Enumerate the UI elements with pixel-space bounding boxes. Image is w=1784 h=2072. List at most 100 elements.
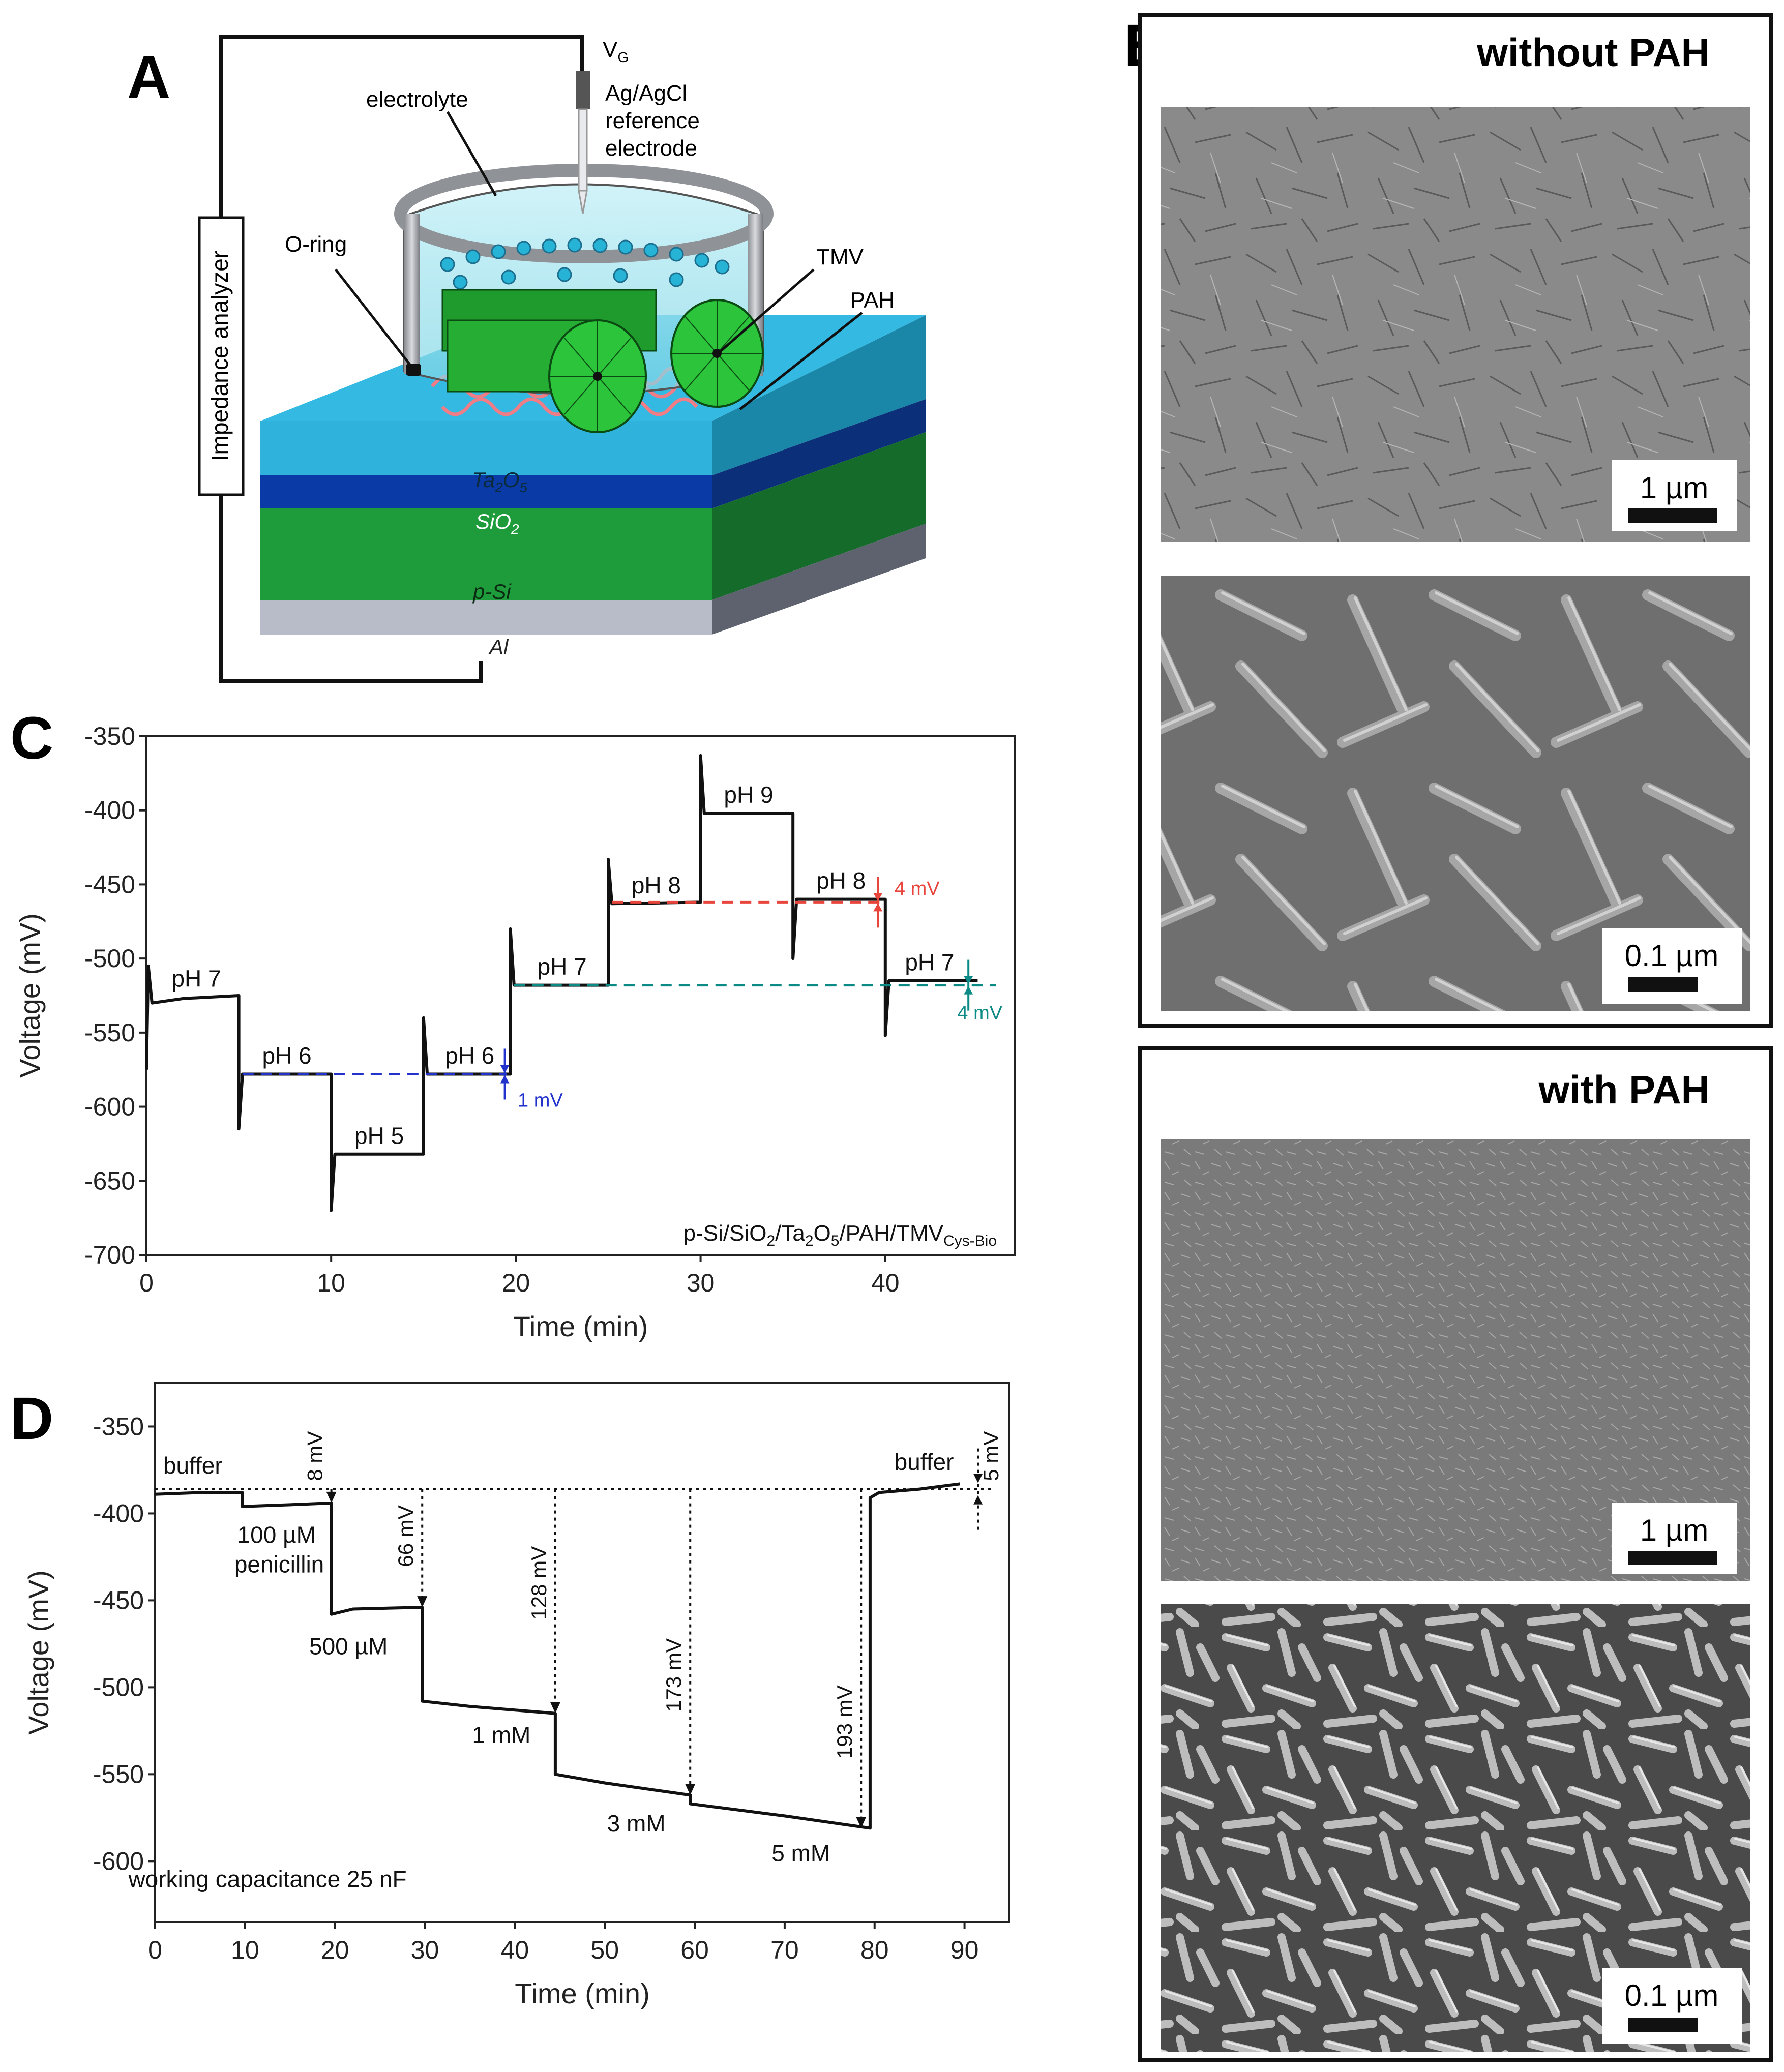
return-drift-label: 5 mV — [979, 1431, 1003, 1481]
y-tick-label: -550 — [84, 1018, 135, 1047]
y-tick-label: -400 — [84, 796, 135, 825]
y-tick-label: -700 — [84, 1241, 135, 1269]
x-tick-label: 20 — [321, 1936, 349, 1964]
x-tick-label: 60 — [680, 1936, 709, 1964]
annotation-label: pH 8 — [816, 867, 866, 894]
al-layer — [260, 600, 712, 635]
annotation-label: buffer — [163, 1452, 223, 1479]
ref-electrode-label-2: reference — [605, 108, 700, 133]
drop-label: 193 mV — [832, 1685, 856, 1759]
measurement-cell — [394, 164, 774, 433]
o-ring — [406, 364, 421, 376]
psi-layer — [260, 508, 712, 600]
plot-frame — [154, 1382, 1010, 1923]
drift-arrowhead — [964, 986, 973, 995]
panel-d-letter: D — [10, 1385, 53, 1452]
pah-leader — [739, 312, 863, 410]
annotation-label: penicillin — [234, 1551, 324, 1578]
drop-label: 8 mV — [303, 1431, 327, 1481]
ta2o5-layer — [260, 421, 712, 475]
y-tick-label: -450 — [93, 1586, 144, 1614]
return-arrowhead — [973, 1474, 983, 1483]
sio2-label: SiO2 — [475, 509, 519, 537]
scale-bar-without-top — [1628, 508, 1717, 523]
annotation-label: pH 8 — [632, 872, 681, 898]
sample-stack-label: p-Si/SiO2/Ta2O5/PAH/TMVCys-Bio — [683, 1221, 997, 1249]
y-axis-label: Voltage (mV) — [14, 913, 46, 1078]
scale-label-with-bottom: 0.1 µm — [1625, 1978, 1719, 2013]
oring-label: O-ring — [285, 232, 347, 257]
impedance-analyzer-box — [198, 216, 245, 496]
data-series-line — [155, 1482, 961, 1830]
annotation-label: 100 µM — [237, 1522, 316, 1548]
panel-c-letter: C — [10, 705, 53, 772]
reference-electrode — [576, 71, 590, 214]
y-tick-label: -500 — [93, 1673, 144, 1701]
y-axis-label: Voltage (mV) — [22, 1570, 54, 1735]
y-tick-label: -600 — [93, 1847, 144, 1875]
y-tick-label: -550 — [93, 1760, 144, 1788]
drift-label: 4 mV — [957, 1003, 1002, 1024]
panel-b-sem-images: B without PAH 1 µm 0.1 µm with PAH 1 µm … — [1124, 12, 1773, 2062]
panel-a-setup-diagram: A Impedance analyzer Ta2O5 SiO2 p-Si Al — [127, 35, 926, 683]
annotation-label: working capacitance 25 nF — [128, 1866, 406, 1893]
panel-d-chart: D -350 -400 -450 -500 -550 -600 0 10 20 30 40 50 60 7… — [10, 1382, 1010, 2009]
oring-leader — [335, 268, 413, 368]
x-axis-label: Time (min) — [515, 1977, 649, 2009]
scale-bar-with-bottom — [1628, 2018, 1698, 2032]
tmv-rods — [441, 289, 764, 433]
al-label: Al — [488, 635, 509, 659]
electrolyte-leader — [446, 111, 497, 197]
scale-bar-without-bottom — [1628, 977, 1698, 992]
al-side — [712, 524, 926, 635]
drop-arrowhead — [326, 1491, 337, 1503]
panel-d-plot-area: -350 -400 -450 -500 -550 -600 0 10 20 30 40 50 60 70 8… — [22, 1382, 1010, 2009]
scale-label-with-top: 1 µm — [1640, 1513, 1709, 1547]
x-tick-label: 30 — [687, 1269, 715, 1297]
annotation-label: buffer — [895, 1449, 954, 1475]
drop-arrowhead — [685, 1784, 696, 1795]
x-tick-label: 40 — [871, 1269, 900, 1297]
x-tick-label: 80 — [860, 1936, 889, 1964]
pah-label: PAH — [850, 288, 895, 313]
annotation-label: pH 7 — [905, 949, 954, 975]
annotation-label: 3 mM — [607, 1810, 666, 1837]
y-tick-label: -400 — [93, 1499, 144, 1527]
psi-label: p-Si — [472, 580, 512, 604]
y-tick-label: -350 — [84, 722, 135, 750]
scale-label-without-bottom: 0.1 µm — [1625, 939, 1719, 973]
cell-left-wall — [404, 214, 420, 374]
drift-arrowhead — [500, 1065, 510, 1073]
tmv-label: TMV — [816, 245, 864, 269]
drift-arrowhead — [873, 903, 883, 912]
vg-label: VG — [603, 37, 629, 65]
ta2o5-side — [712, 315, 926, 475]
x-tick-label: 10 — [231, 1936, 259, 1964]
ta2o5-label: Ta2O5 — [472, 468, 527, 495]
annotation-label: pH 5 — [354, 1122, 404, 1149]
psi-side — [712, 432, 926, 600]
electrolyte-label: electrolyte — [366, 87, 468, 112]
annotation-label: pH 9 — [724, 782, 773, 808]
drop-arrowhead — [417, 1596, 428, 1608]
drift-arrowhead — [873, 893, 883, 902]
ref-electrode-label-1: Ag/AgCl — [605, 81, 687, 106]
annotation-label: 500 µM — [309, 1633, 388, 1659]
x-tick-label: 0 — [139, 1269, 154, 1297]
annotation-label: 5 mM — [771, 1840, 830, 1866]
return-arrowhead — [973, 1495, 983, 1505]
sio2-layer — [260, 475, 712, 508]
y-tick-label: -600 — [84, 1093, 135, 1121]
x-tick-label: 40 — [501, 1936, 529, 1964]
panel-a-letter: A — [127, 44, 170, 111]
receptor-molecules — [440, 237, 730, 290]
drift-arrowhead — [964, 976, 973, 984]
drift-label: 4 mV — [895, 878, 940, 899]
annotation-label: 1 mM — [472, 1722, 530, 1748]
impedance-analyzer-label: Impedance analyzer — [206, 251, 233, 461]
scale-bar-with-top — [1628, 1551, 1717, 1565]
sio2-side — [712, 399, 926, 508]
data-series-line — [145, 754, 978, 1212]
